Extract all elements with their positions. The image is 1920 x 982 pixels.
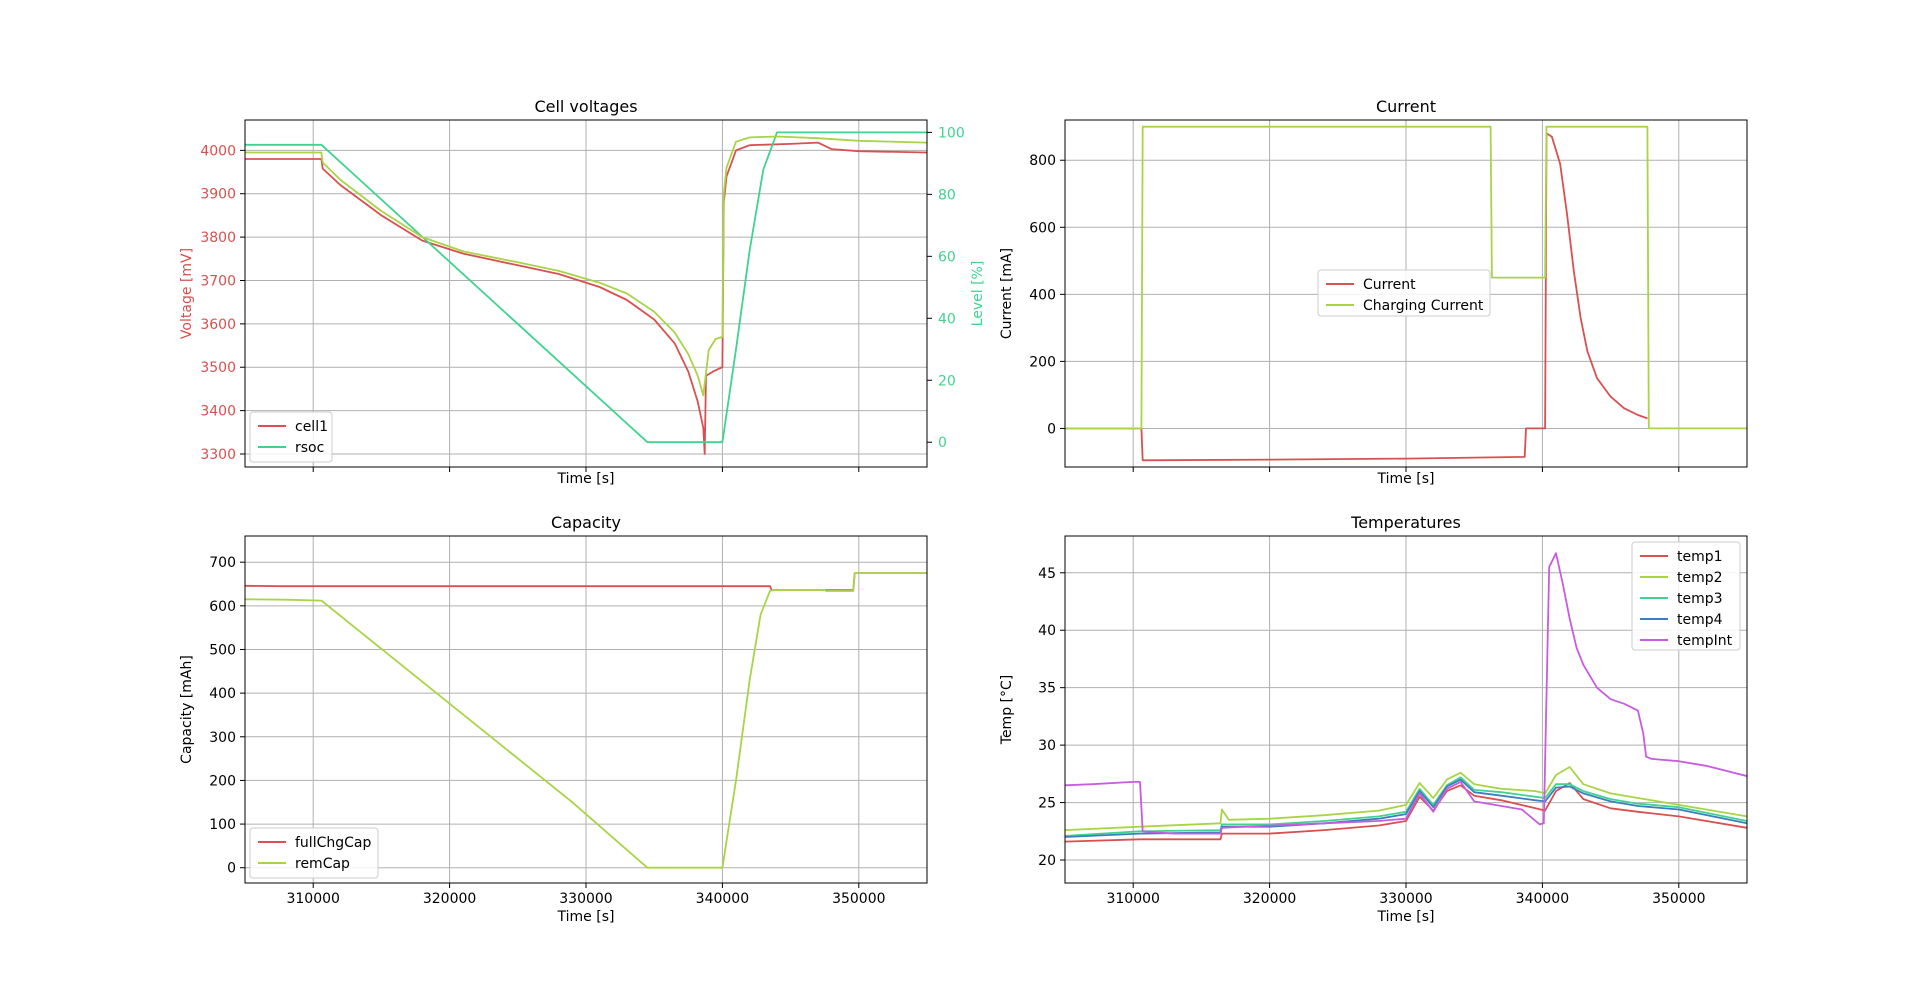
y-tick-label: 3600 [200, 317, 236, 333]
x-axis-label: Time [s] [1377, 471, 1435, 487]
series-line-temp3 [1065, 776, 1747, 837]
series-line-charging-current [1065, 125, 1747, 430]
y-tick-label: 40 [1038, 623, 1056, 639]
y-tick-label: 400 [1029, 287, 1056, 303]
series-line-current [1065, 132, 1648, 462]
legend-label-temp1: temp1 [1677, 549, 1723, 565]
y-tick-label: 0 [1047, 421, 1056, 437]
y-tick-label: 4000 [200, 143, 236, 159]
x-tick-label: 310000 [286, 891, 339, 907]
legend-label-current: Current [1363, 277, 1416, 293]
panel-temperatures: 310000 320000 330000 340000 350000 20 25 30 35 40… [999, 513, 1748, 925]
legend-label-temp2: temp2 [1677, 570, 1723, 586]
legend: temp1 temp2 temp3 temp4 tempInt [1631, 541, 1741, 651]
x-tick-label: 340000 [1516, 891, 1569, 907]
x-tick-label: 330000 [1379, 891, 1432, 907]
y-tick-label: 45 [1038, 566, 1056, 582]
series-line-tempint [1065, 552, 1747, 835]
legend: fullChgCap remCap [249, 827, 379, 879]
legend-box [249, 827, 379, 879]
chart-title: Cell voltages [534, 97, 637, 116]
y-tick-label: 35 [1038, 681, 1056, 697]
series-line-unnamed-2 [245, 135, 927, 397]
y-tick-label: 300 [209, 730, 236, 746]
legend-label-remcap: remCap [295, 856, 350, 872]
series-line-temp2 [1065, 766, 1747, 831]
y-tick-label: 3700 [200, 273, 236, 289]
y-axis-label: Current [mA] [999, 248, 1015, 339]
x-axis-label: Time [s] [1377, 909, 1435, 925]
y-tick-label: 25 [1038, 796, 1056, 812]
x-tick-label: 320000 [1243, 891, 1296, 907]
series-line-remcap [245, 572, 927, 869]
y-tick-label: 3900 [200, 187, 236, 203]
y-tick-label: 400 [209, 686, 236, 702]
y2-tick-label: 0 [938, 435, 947, 451]
x-axis-label: Time [s] [557, 909, 615, 925]
x-tick-label: 320000 [423, 891, 476, 907]
y-axis-label: Temp [°C] [999, 675, 1015, 745]
y-tick-label: 3300 [200, 447, 236, 463]
y2-axis-label: Level [%] [970, 261, 986, 327]
x-axis-label: Time [s] [557, 471, 615, 487]
legend-box [249, 411, 333, 463]
chart-title: Temperatures [1350, 513, 1461, 532]
series-line-temp1 [1065, 782, 1747, 843]
y-tick-label: 3400 [200, 404, 236, 420]
y-tick-label: 600 [209, 599, 236, 615]
legend: Current Charging Current [1317, 269, 1491, 317]
y-tick-label: 200 [209, 773, 236, 789]
y2-tick-label: 100 [938, 125, 965, 141]
legend-box [1631, 541, 1741, 651]
y-tick-label: 20 [1038, 853, 1056, 869]
y-axis-label: Capacity [mAh] [179, 655, 195, 764]
y-tick-label: 3500 [200, 360, 236, 376]
y-tick-label: 30 [1038, 738, 1056, 754]
legend-label-charging-current: Charging Current [1363, 298, 1484, 314]
legend: cell1 rsoc [249, 411, 333, 463]
legend-box [1317, 269, 1491, 317]
y-tick-label: 100 [209, 817, 236, 833]
y-tick-label: 800 [1029, 153, 1056, 169]
panel-capacity: 310000 320000 330000 340000 350000 0 100 200 300… [179, 513, 928, 925]
y2-tick-label: 40 [938, 311, 956, 327]
x-tick-label: 350000 [832, 891, 885, 907]
series-line-rsoc [245, 131, 927, 444]
y-axis-label: Voltage [mV] [179, 248, 195, 339]
legend-label-fullchgcap: fullChgCap [295, 835, 371, 851]
series-line-cell1 [245, 141, 927, 455]
legend-label-cell1: cell1 [295, 419, 328, 435]
y-tick-label: 200 [1029, 354, 1056, 370]
y-tick-label: 600 [1029, 220, 1056, 236]
panel-cell-voltages: 3300 3400 3500 3600 3700 3800 3900 4000 0 20 40 60 8… [179, 97, 986, 487]
y-tick-label: 500 [209, 642, 236, 658]
panel-current: 0 200 400 600 800 Current Time [s] Current [mA]… [999, 97, 1748, 487]
legend-label-temp3: temp3 [1677, 591, 1723, 607]
y-tick-label: 700 [209, 555, 236, 571]
x-tick-label: 340000 [696, 891, 749, 907]
x-tick-label: 310000 [1106, 891, 1159, 907]
y-tick-label: 0 [227, 861, 236, 877]
y2-tick-label: 80 [938, 187, 956, 203]
chart-title: Capacity [551, 513, 621, 532]
legend-label-tempint: tempInt [1677, 633, 1733, 649]
x-tick-label: 350000 [1652, 891, 1705, 907]
chart-title: Current [1376, 97, 1436, 116]
legend-label-temp4: temp4 [1677, 612, 1723, 628]
legend-label-rsoc: rsoc [295, 440, 324, 456]
x-tick-label: 330000 [559, 891, 612, 907]
y2-tick-label: 20 [938, 373, 956, 389]
y2-tick-label: 60 [938, 249, 956, 265]
y-tick-label: 3800 [200, 230, 236, 246]
